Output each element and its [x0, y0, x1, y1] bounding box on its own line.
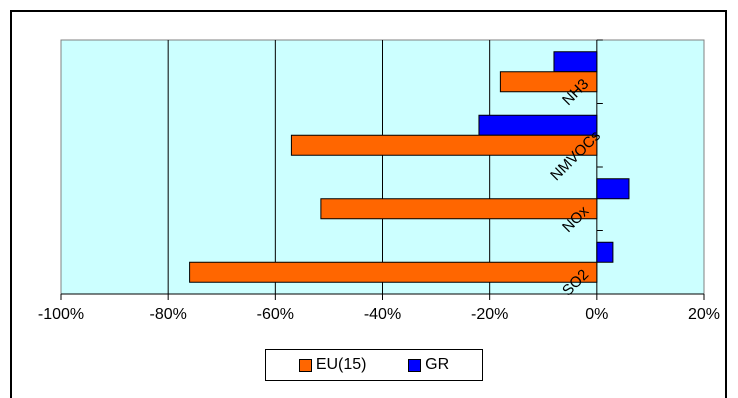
bar-eu15-nmvocs — [290, 134, 598, 156]
x-tick-label-4: -20% — [471, 306, 508, 323]
legend-item-gr: GR — [408, 356, 449, 374]
legend: EU(15) GR — [265, 349, 483, 381]
legend-swatch-gr — [408, 358, 422, 372]
legend-swatch-eu15 — [298, 358, 312, 372]
bar-eu15-so2 — [189, 261, 598, 283]
x-tick-label-3: -40% — [364, 306, 401, 323]
bar-eu15-nox — [320, 198, 598, 220]
x-tick-label-0: -100% — [38, 306, 84, 323]
bar-gr-nox — [596, 178, 630, 200]
legend-label-gr: GR — [425, 356, 450, 373]
plot-area: -100% -80% -60% -40% -20% 0% 20%SO2NOxNMVOCsNH… — [38, 39, 720, 323]
legend-label-eu15: EU(15) — [315, 356, 367, 373]
bar-eu15-nh3 — [499, 71, 598, 93]
x-tick-label-6: 20% — [688, 306, 720, 323]
bar-gr-nmvocs — [478, 114, 598, 136]
x-tick-label-5: 0% — [585, 306, 608, 323]
legend-item-eu15: EU(15) — [298, 356, 367, 374]
chart-frame — [10, 10, 727, 398]
x-tick-label-1: -80% — [149, 306, 186, 323]
x-tick-label-2: -60% — [257, 306, 294, 323]
bar-gr-nh3 — [553, 51, 598, 73]
bar-gr-so2 — [596, 241, 614, 263]
